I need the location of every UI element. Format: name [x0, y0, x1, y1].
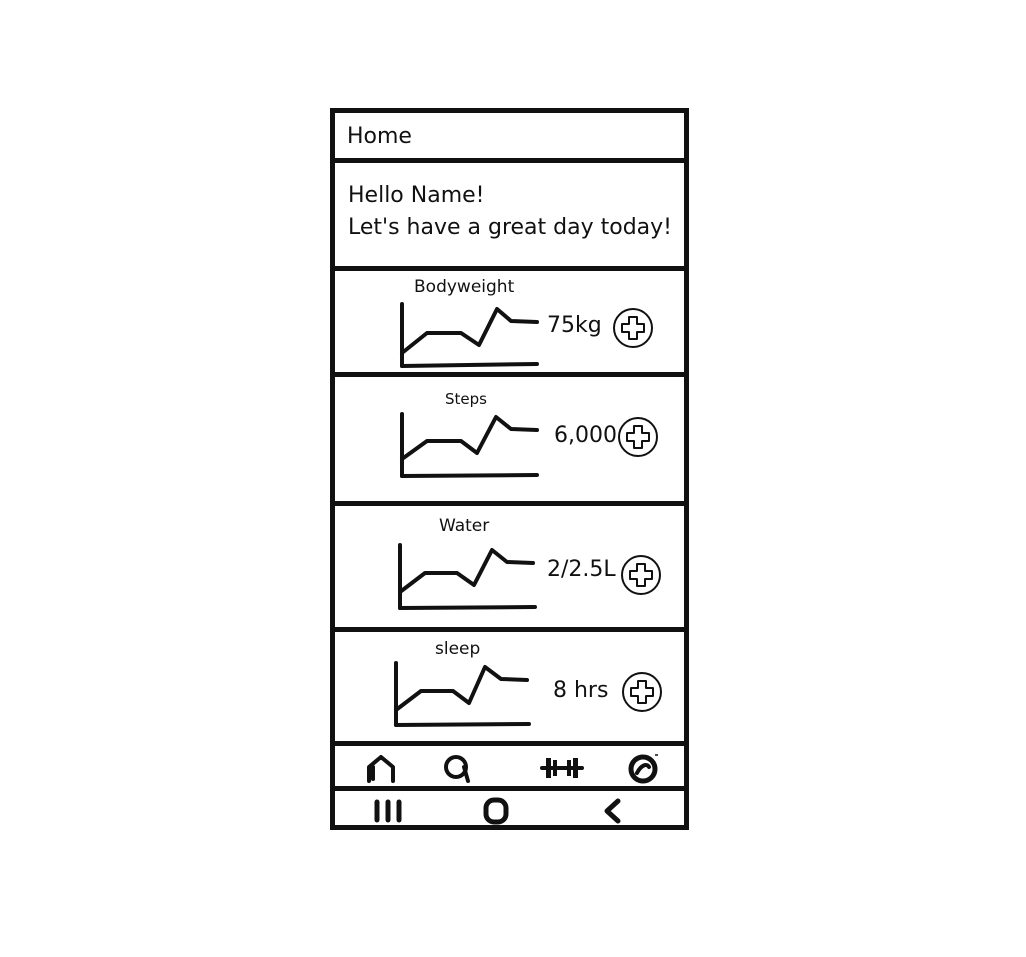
metric-value: 75kg: [547, 313, 602, 338]
home-button-icon[interactable]: [476, 795, 516, 827]
plus-circle-icon: [621, 316, 645, 340]
plus-circle-icon: [630, 680, 654, 704]
page-title: Home: [347, 124, 412, 149]
recent-apps-icon[interactable]: [368, 795, 408, 827]
trend-chart: [400, 302, 539, 368]
add-bodyweight-button[interactable]: [613, 308, 653, 348]
metric-card-sleep[interactable]: sleep 8 hrs: [335, 632, 684, 746]
trend-chart: [394, 661, 531, 727]
header-bar: Home: [335, 113, 684, 163]
metric-card-water[interactable]: Water 2/2.5L: [335, 506, 684, 632]
add-sleep-button[interactable]: [622, 672, 662, 712]
chart-trend-line: [400, 415, 539, 461]
metric-title: Bodyweight: [414, 277, 515, 297]
chart-x-axis: [398, 605, 537, 610]
chart-x-axis: [400, 362, 539, 368]
metric-title: sleep: [435, 639, 481, 659]
back-icon[interactable]: [594, 795, 634, 827]
chart-x-axis: [400, 473, 539, 478]
greeting-panel: Hello Name! Let's have a great day today…: [335, 163, 684, 271]
metric-value: 8 hrs: [553, 678, 609, 703]
system-nav-bar: [335, 791, 684, 830]
chart-x-axis: [394, 722, 531, 727]
chart-trend-line: [398, 548, 535, 594]
greeting-text: Hello Name!: [348, 183, 485, 208]
metric-card-steps[interactable]: Steps 6,000: [335, 377, 684, 506]
chart-trend-line: [394, 665, 529, 712]
add-water-button[interactable]: [621, 555, 661, 595]
metric-title: Steps: [445, 390, 487, 408]
chart-trend-line: [400, 307, 539, 355]
metric-title: Water: [439, 516, 490, 536]
plus-circle-icon: [626, 425, 650, 449]
metric-value: 6,000: [554, 423, 617, 448]
plus-circle-icon: [629, 563, 653, 587]
motivation-text: Let's have a great day today!: [348, 215, 672, 240]
phone-frame: Home Hello Name! Let's have a great day …: [330, 108, 689, 830]
trend-chart: [400, 412, 539, 478]
dumbbell-icon[interactable]: [538, 751, 586, 785]
bottom-nav: [335, 746, 684, 791]
trend-chart: [398, 543, 537, 610]
add-steps-button[interactable]: [618, 417, 658, 457]
search-icon[interactable]: [438, 751, 478, 785]
profile-icon[interactable]: [625, 751, 665, 785]
metric-card-bodyweight[interactable]: Bodyweight 75kg: [335, 271, 684, 377]
metric-value: 2/2.5L: [547, 557, 616, 582]
home-icon[interactable]: [363, 751, 403, 785]
